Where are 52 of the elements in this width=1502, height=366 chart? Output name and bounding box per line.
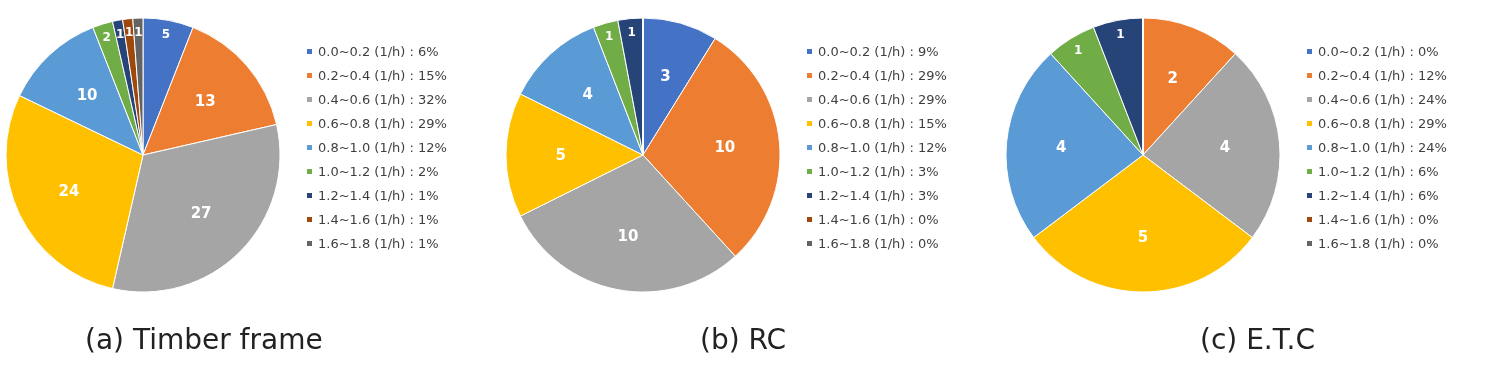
legend-label: 0.0~0.2 (1/h) : 0% xyxy=(1318,44,1439,59)
legend-label: 1.6~1.8 (1/h) : 0% xyxy=(818,236,939,251)
legend-label: 0.8~1.0 (1/h) : 12% xyxy=(318,140,447,155)
data-label: 1 xyxy=(627,25,636,40)
data-label: 4 xyxy=(1055,138,1067,157)
legend-label: 0.0~0.2 (1/h) : 6% xyxy=(318,44,439,59)
legend-label: 1.2~1.4 (1/h) : 6% xyxy=(1318,188,1439,203)
data-label: 1 xyxy=(1116,26,1125,41)
legend-label: 1.6~1.8 (1/h) : 0% xyxy=(1318,236,1439,251)
legend-label: 1.4~1.6 (1/h) : 0% xyxy=(818,212,939,227)
data-label: 2 xyxy=(102,30,111,45)
legend-label: 0.2~0.4 (1/h) : 29% xyxy=(818,68,947,83)
data-label: 5 xyxy=(1137,228,1149,247)
data-label: 10 xyxy=(617,226,639,245)
legend-label: 0.0~0.2 (1/h) : 9% xyxy=(818,44,939,59)
legend-label: 0.6~0.8 (1/h) : 29% xyxy=(318,116,447,131)
legend-label: 1.0~1.2 (1/h) : 2% xyxy=(318,164,439,179)
legend-label: 1.4~1.6 (1/h) : 1% xyxy=(318,212,439,227)
data-label: 10 xyxy=(76,85,98,104)
data-label: 13 xyxy=(194,92,216,111)
legend-label: 0.8~1.0 (1/h) : 12% xyxy=(818,140,947,155)
legend-label: 1.4~1.6 (1/h) : 0% xyxy=(1318,212,1439,227)
legend-label: 1.2~1.4 (1/h) : 3% xyxy=(818,188,939,203)
data-label: 10 xyxy=(714,138,736,157)
legend-label: 0.4~0.6 (1/h) : 24% xyxy=(1318,92,1447,107)
legend-label: 1.0~1.2 (1/h) : 3% xyxy=(818,164,939,179)
text: (a) Timber frame xyxy=(85,322,323,356)
data-label: 24 xyxy=(58,181,80,200)
legend-label: 0.2~0.4 (1/h) : 15% xyxy=(318,68,447,83)
legend-label: 0.4~0.6 (1/h) : 29% xyxy=(818,92,947,107)
data-label: 1 xyxy=(115,26,125,41)
legend-label: 0.2~0.4 (1/h) : 12% xyxy=(1318,68,1447,83)
data-label: 1 xyxy=(1073,43,1083,58)
data-label: 27 xyxy=(190,204,212,223)
legend-label: 0.6~0.8 (1/h) : 29% xyxy=(1318,116,1447,131)
data-label: 4 xyxy=(1219,138,1231,157)
data-label: 5 xyxy=(555,146,567,164)
data-label: 2 xyxy=(1167,69,1178,88)
data-label: 5 xyxy=(161,26,171,41)
data-label: 1 xyxy=(134,24,143,39)
text: (c) E.T.C xyxy=(1200,322,1315,356)
data-label: 1 xyxy=(125,25,134,40)
data-label: 4 xyxy=(582,85,593,104)
legend-label: 0.4~0.6 (1/h) : 32% xyxy=(318,92,447,107)
data-label: 1 xyxy=(605,29,614,44)
text: (b) RC xyxy=(700,322,787,356)
legend-label: 0.6~0.8 (1/h) : 15% xyxy=(818,116,947,131)
data-label: 3 xyxy=(660,66,671,85)
legend-label: 1.0~1.2 (1/h) : 6% xyxy=(1318,164,1439,179)
legend-label: 0.8~1.0 (1/h) : 24% xyxy=(1318,140,1447,155)
legend-label: 1.2~1.4 (1/h) : 1% xyxy=(318,188,439,203)
legend-label: 1.6~1.8 (1/h) : 1% xyxy=(318,236,439,251)
